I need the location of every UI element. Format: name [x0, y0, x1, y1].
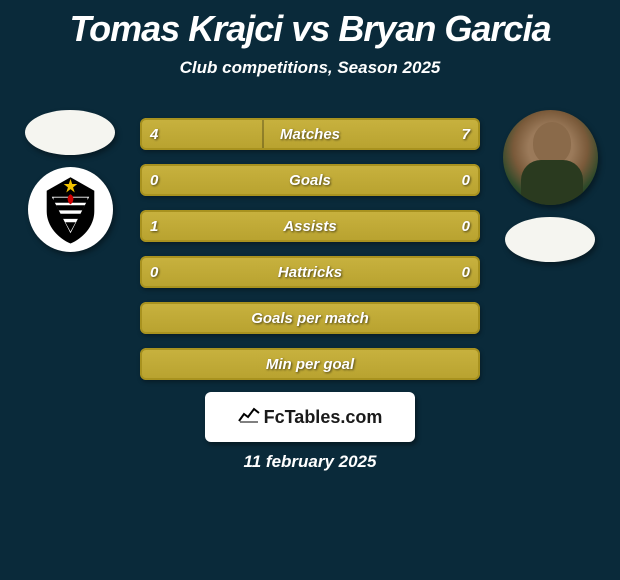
player2-avatar	[503, 110, 598, 205]
stat-label: Hattricks	[140, 256, 480, 288]
player2-club-badge	[505, 217, 595, 262]
player1-club-badge	[28, 167, 113, 252]
stats-area: 47Matches 00Goals 10Assists 00Hattricks Goal…	[140, 118, 480, 394]
left-column	[15, 110, 125, 252]
subtitle: Club competitions, Season 2025	[0, 58, 620, 78]
fctables-text: FcTables.com	[264, 407, 383, 428]
stat-row: 47Matches	[140, 118, 480, 150]
right-column	[495, 110, 605, 274]
stat-label: Matches	[140, 118, 480, 150]
atletico-crest-icon	[28, 167, 113, 252]
stat-row: 10Assists	[140, 210, 480, 242]
chart-icon	[238, 407, 260, 428]
player1-avatar	[25, 110, 115, 155]
stat-row: 00Hattricks	[140, 256, 480, 288]
stat-label: Goals	[140, 164, 480, 196]
stat-row: Goals per match	[140, 302, 480, 334]
stat-label: Assists	[140, 210, 480, 242]
date-text: 11 february 2025	[0, 452, 620, 472]
stat-row: 00Goals	[140, 164, 480, 196]
page-title: Tomas Krajci vs Bryan Garcia	[0, 8, 620, 50]
title-player1: Tomas Krajci	[70, 8, 283, 49]
fctables-logo: FcTables.com	[205, 392, 415, 442]
infographic-container: Tomas Krajci vs Bryan Garcia Club compet…	[0, 0, 620, 580]
title-player2: Bryan Garcia	[338, 8, 550, 49]
title-vs: vs	[291, 8, 329, 49]
stat-row: Min per goal	[140, 348, 480, 380]
stat-label: Min per goal	[140, 348, 480, 380]
stat-label: Goals per match	[140, 302, 480, 334]
